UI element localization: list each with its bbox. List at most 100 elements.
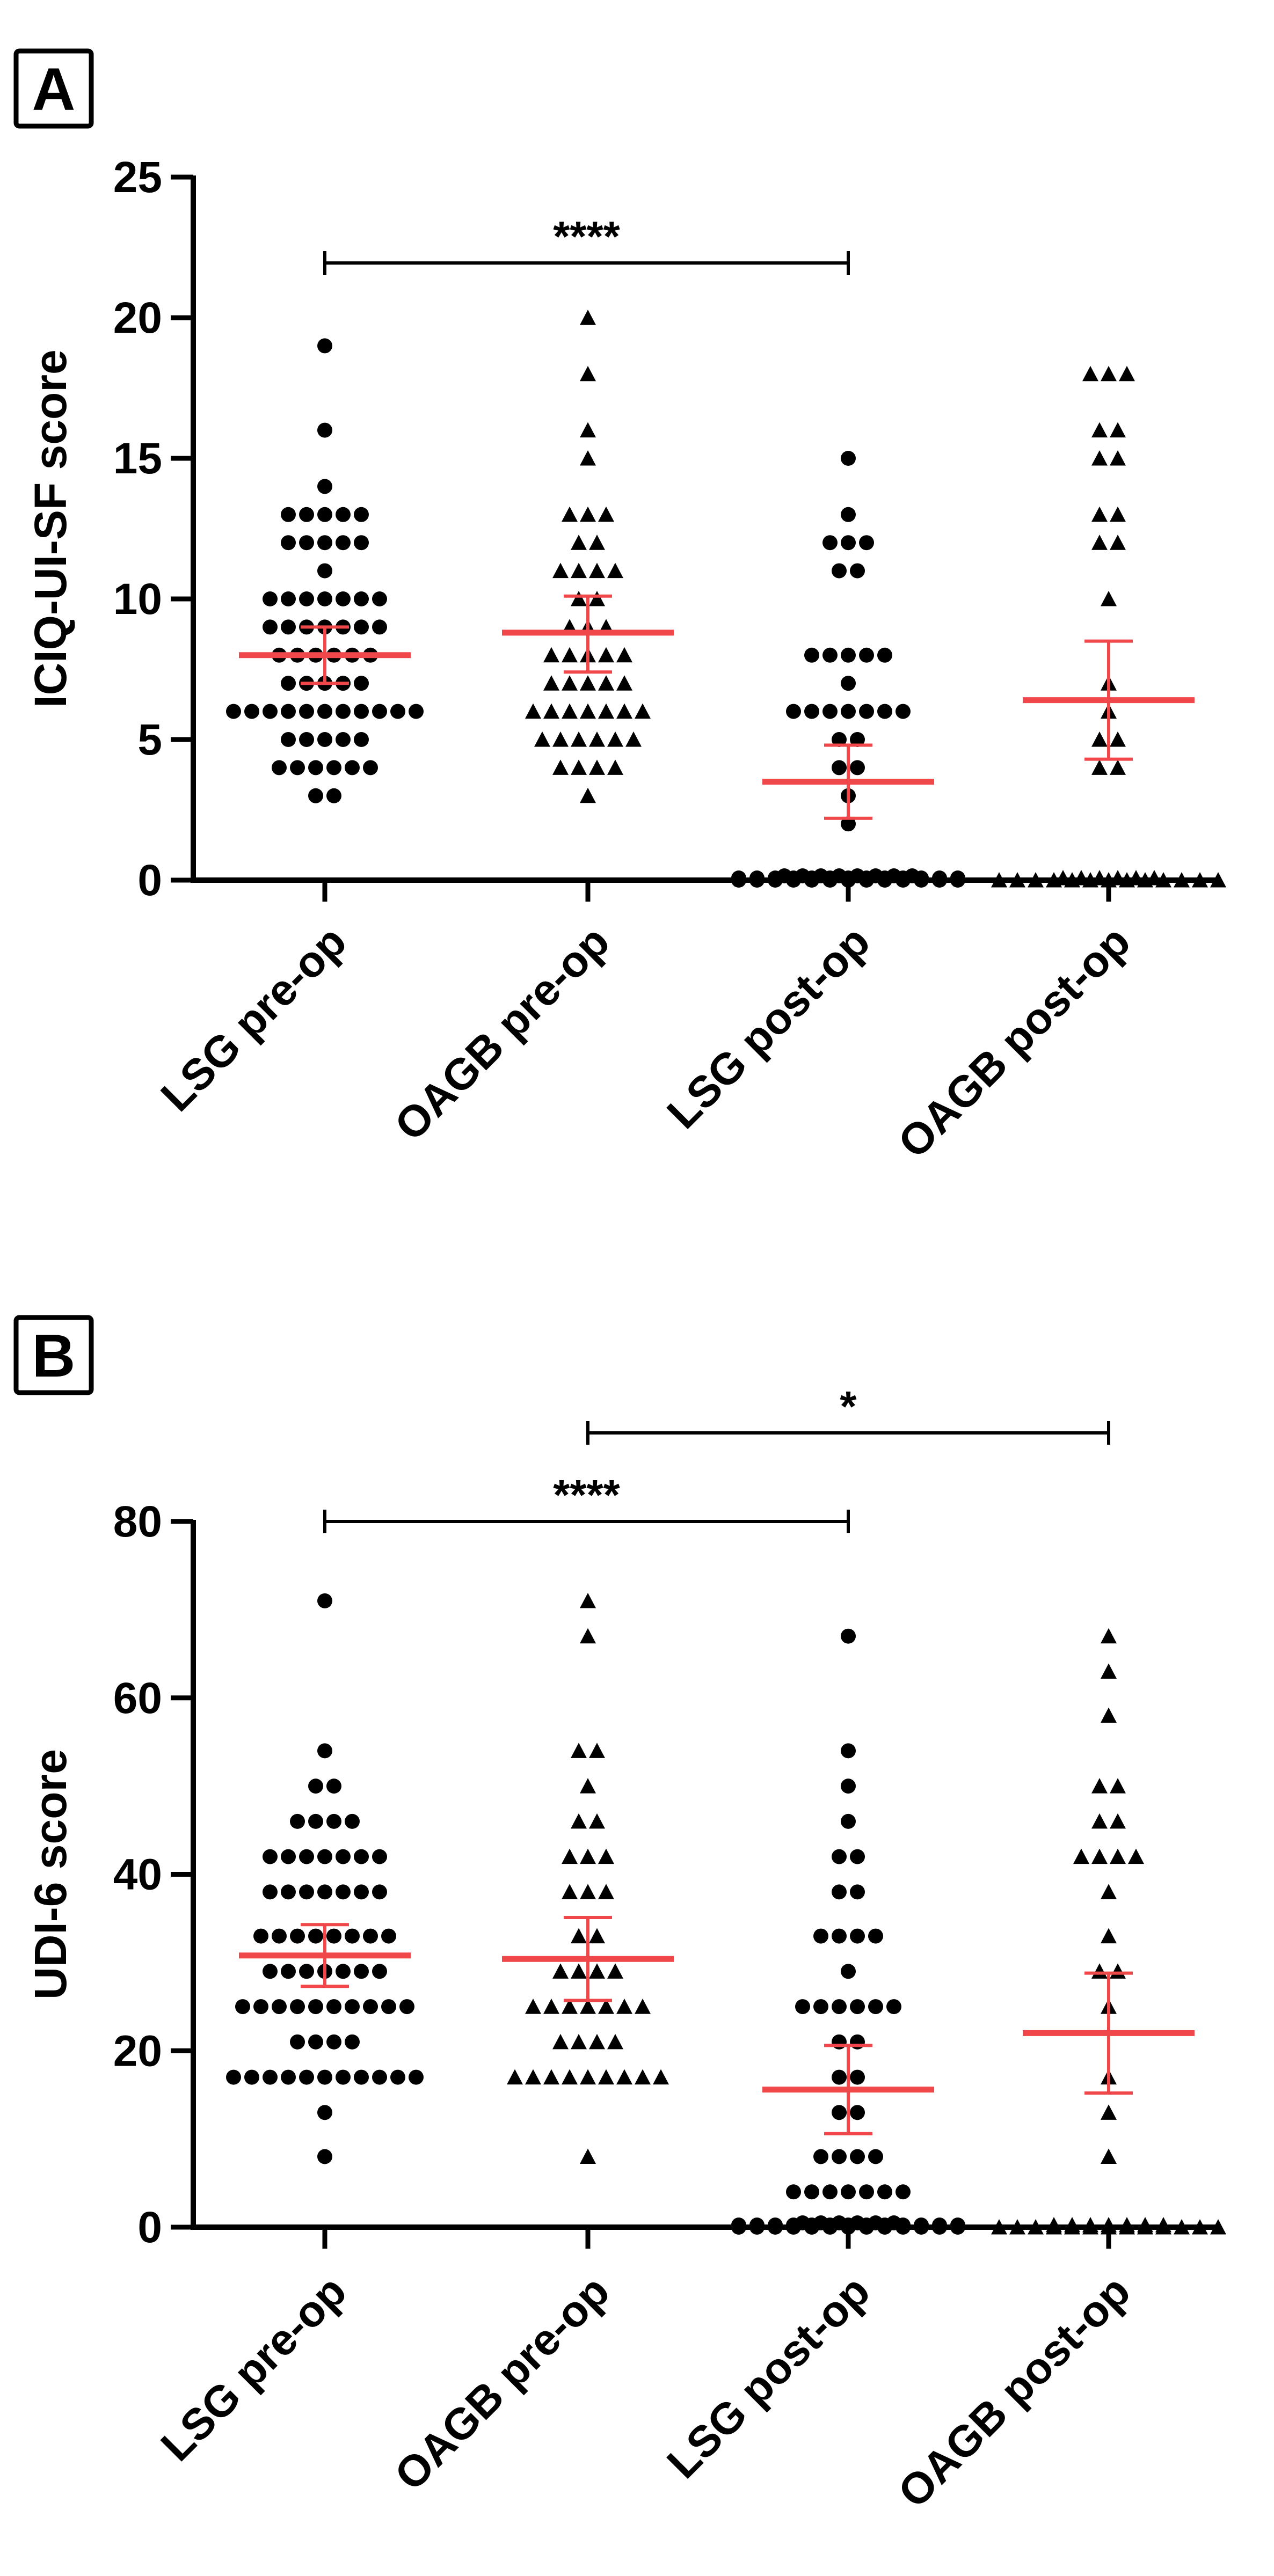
data-point — [308, 760, 323, 775]
data-point — [552, 562, 569, 579]
data-point — [580, 506, 596, 522]
data-point — [290, 760, 305, 775]
data-point — [1091, 450, 1108, 466]
data-point — [326, 788, 341, 803]
data-point — [317, 535, 332, 551]
data-point — [868, 2215, 883, 2230]
data-point — [317, 479, 332, 494]
data-point — [850, 2105, 865, 2120]
data-point — [932, 870, 947, 885]
data-point — [281, 732, 296, 747]
y-tick-label: 10 — [113, 575, 162, 624]
data-point — [354, 1849, 369, 1864]
data-point — [390, 704, 405, 719]
data-point — [281, 535, 296, 551]
data-point — [571, 1963, 587, 1979]
data-point — [552, 759, 569, 775]
data-point — [326, 1928, 341, 1944]
data-point — [281, 704, 296, 719]
data-point — [598, 675, 614, 691]
data-point — [354, 619, 369, 635]
data-point — [290, 1999, 305, 2015]
data-point — [336, 591, 351, 606]
data-point — [562, 1848, 578, 1864]
data-point — [326, 2034, 341, 2050]
data-point — [749, 870, 765, 885]
data-point — [616, 2069, 632, 2085]
data-point — [562, 703, 578, 719]
data-point — [281, 1964, 296, 1979]
data-point — [850, 2149, 865, 2164]
data-point — [571, 591, 587, 606]
data-point — [868, 868, 883, 883]
data-point — [534, 731, 550, 747]
data-point — [1110, 1778, 1126, 1794]
data-point — [841, 647, 856, 663]
data-point — [932, 2218, 947, 2233]
data-point — [841, 507, 856, 522]
data-point — [1091, 1813, 1108, 1829]
data-point — [317, 732, 332, 747]
data-point — [1101, 1884, 1117, 1899]
data-point — [263, 1849, 278, 1864]
data-point — [363, 1999, 378, 2015]
data-point — [326, 760, 341, 775]
data-point — [336, 732, 351, 747]
data-point — [580, 2069, 596, 2085]
data-point — [607, 1963, 623, 1979]
data-point — [795, 1999, 810, 2015]
data-point — [877, 704, 892, 719]
data-point — [317, 704, 332, 719]
data-point — [850, 2034, 865, 2050]
data-point — [543, 647, 559, 663]
data-point — [1101, 2148, 1117, 2164]
data-point — [336, 1884, 351, 1900]
data-point — [525, 1999, 541, 2014]
data-point — [281, 591, 296, 606]
data-point — [308, 2034, 323, 2050]
data-point — [1073, 870, 1089, 885]
data-point — [635, 703, 651, 719]
data-point — [1110, 870, 1126, 885]
data-point — [308, 788, 323, 803]
data-point — [580, 1848, 596, 1864]
data-point — [571, 759, 587, 775]
data-point — [299, 1964, 314, 1979]
data-point — [859, 535, 874, 551]
data-point — [336, 704, 351, 719]
data-point — [580, 1592, 596, 1608]
data-point — [525, 2069, 541, 2085]
data-point — [299, 704, 314, 719]
data-point — [372, 1964, 387, 1979]
data-point — [1101, 591, 1117, 606]
data-point — [299, 507, 314, 522]
data-point — [832, 1849, 847, 1864]
data-point — [1046, 2217, 1062, 2233]
data-point — [822, 647, 838, 663]
panel-label-box — [13, 1315, 94, 1395]
data-point — [850, 2215, 865, 2230]
x-tick-label: OAGB pre-op — [385, 2266, 619, 2500]
data-point — [1110, 1813, 1126, 1829]
data-point — [281, 2069, 296, 2085]
data-point — [399, 1999, 414, 2015]
data-point — [354, 535, 369, 551]
data-point — [877, 2184, 892, 2200]
data-point — [571, 2033, 587, 2050]
data-point — [317, 2149, 332, 2164]
data-point — [571, 1743, 587, 1758]
data-point — [354, 591, 369, 606]
data-point — [991, 2219, 1007, 2235]
data-point — [562, 2069, 578, 2085]
data-point — [832, 2034, 847, 2050]
data-point — [1091, 870, 1108, 885]
x-tick-label: LSG post-op — [658, 917, 879, 1138]
data-point — [1091, 535, 1108, 550]
data-point — [354, 732, 369, 747]
data-point — [813, 1999, 828, 2015]
data-point — [308, 1999, 323, 2015]
data-point — [850, 760, 865, 775]
data-point — [832, 760, 847, 775]
data-point — [290, 1813, 305, 1829]
data-point — [409, 704, 424, 719]
